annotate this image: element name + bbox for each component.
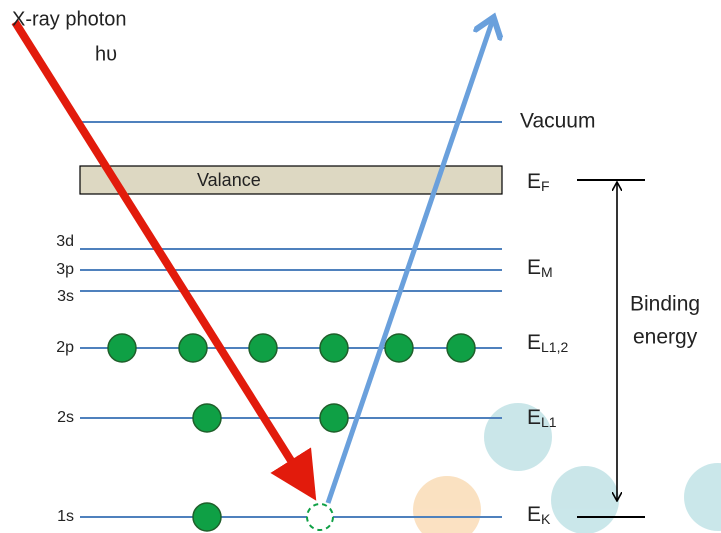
energy-label: EM — [527, 256, 553, 280]
vacancy — [306, 503, 334, 531]
energy-label: EK — [527, 503, 551, 527]
photoelectron — [325, 22, 492, 504]
orbital-label: 1s — [57, 508, 74, 525]
band-label: Valance — [197, 170, 261, 190]
level-label: Vacuum — [520, 110, 595, 133]
decoration — [413, 403, 721, 533]
orbital-label: 2s — [57, 409, 74, 426]
orbital-label: 2p — [56, 339, 74, 356]
energy-label: EF — [527, 170, 550, 194]
energy-label: EL1,2 — [527, 331, 568, 355]
orbital-label: 3p — [56, 261, 74, 278]
label-background — [625, 288, 721, 354]
photon-symbol: hυ — [95, 43, 117, 65]
binding-label: Binding — [630, 293, 700, 316]
binding-label: energy — [633, 326, 698, 349]
electrons — [107, 333, 476, 532]
valence-band — [79, 165, 503, 195]
energy-label: EL1 — [527, 406, 557, 430]
orbital-label: 3d — [56, 233, 74, 250]
incident-photon — [11, 19, 317, 501]
orbital-label: 3s — [57, 288, 74, 305]
photon-label: X-ray photon — [12, 8, 127, 30]
